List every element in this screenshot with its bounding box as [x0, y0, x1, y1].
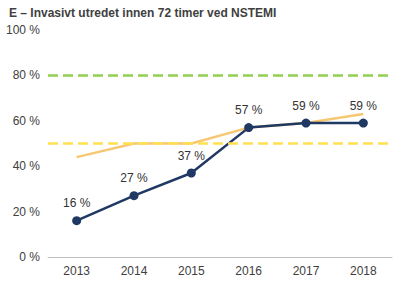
svg-text:0 %: 0 %	[19, 250, 40, 264]
svg-text:27 %: 27 %	[120, 171, 148, 185]
svg-text:2017: 2017	[293, 264, 320, 278]
svg-text:E – Invasivt utredet innen 72: E – Invasivt utredet innen 72 timer ved …	[9, 6, 276, 20]
svg-text:2016: 2016	[235, 264, 262, 278]
svg-text:57 %: 57 %	[235, 103, 263, 117]
svg-text:37 %: 37 %	[178, 149, 206, 163]
svg-text:100 %: 100 %	[6, 23, 40, 37]
svg-text:40 %: 40 %	[13, 159, 41, 173]
svg-text:2018: 2018	[350, 264, 377, 278]
svg-text:2014: 2014	[121, 264, 148, 278]
svg-text:59 %: 59 %	[292, 99, 320, 113]
svg-text:59 %: 59 %	[350, 99, 378, 113]
svg-text:20 %: 20 %	[13, 205, 41, 219]
svg-text:2013: 2013	[63, 264, 90, 278]
svg-text:16 %: 16 %	[63, 196, 91, 210]
svg-text:80 %: 80 %	[13, 68, 41, 82]
svg-text:2015: 2015	[178, 264, 205, 278]
svg-text:60 %: 60 %	[13, 114, 41, 128]
